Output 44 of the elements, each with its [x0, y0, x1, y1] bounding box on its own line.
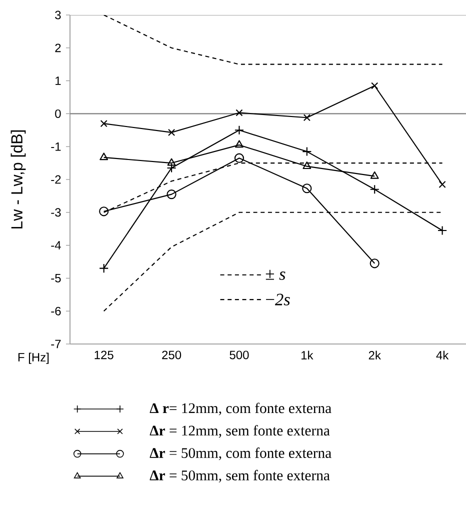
point: [168, 128, 176, 136]
point: [234, 153, 244, 163]
point: [100, 152, 108, 160]
legend-label: Δr = 50mm, sem fonte externa: [150, 470, 330, 482]
point: [236, 109, 243, 116]
point: [302, 184, 312, 194]
legend-label: −2s: [266, 294, 290, 306]
y-axis-title: Lw - Lw,p [dB]: [10, 130, 26, 228]
point: [100, 120, 108, 128]
x-tick-label: 125: [94, 350, 114, 360]
y-tick-label: 2: [55, 44, 61, 52]
legend-label: ± s: [266, 270, 286, 280]
y-tick-label: 3: [55, 10, 61, 20]
x-tick-label: 2k: [368, 350, 381, 360]
x-tick-label: 4k: [436, 350, 449, 360]
x-axis-title: F [Hz]: [18, 352, 49, 364]
legend-label: Δr = 12mm, sem fonte externa: [150, 425, 330, 438]
point: [370, 258, 380, 268]
point: [370, 184, 380, 194]
legend-label: Δr = 50mm, com fonte externa: [150, 448, 332, 460]
y-tick-label: -5: [51, 274, 61, 282]
point: [99, 206, 109, 216]
y-tick-label: -6: [51, 306, 61, 316]
y-tick-label: -3: [51, 208, 61, 217]
point: [167, 158, 176, 166]
x-tick-label: 1k: [302, 350, 314, 360]
x-tick-label: 500: [230, 350, 249, 360]
point: [371, 82, 378, 90]
y-tick-label: 0: [55, 109, 61, 118]
point: [438, 180, 446, 188]
point: [99, 264, 109, 274]
legend-label: Δ r= 12mm, com fonte externa: [150, 402, 332, 416]
y-tick-label: -2: [51, 175, 61, 184]
point: [166, 190, 176, 200]
y-tick-label: -1: [51, 142, 61, 151]
point: [303, 114, 310, 122]
point: [302, 146, 312, 156]
x-tick-label: 250: [162, 350, 182, 360]
point: [234, 140, 244, 148]
y-tick-label: 1: [56, 76, 61, 85]
point: [370, 171, 379, 179]
y-tick-label: -4: [51, 241, 61, 250]
y-tick-label: -7: [51, 340, 61, 348]
point: [302, 162, 312, 170]
